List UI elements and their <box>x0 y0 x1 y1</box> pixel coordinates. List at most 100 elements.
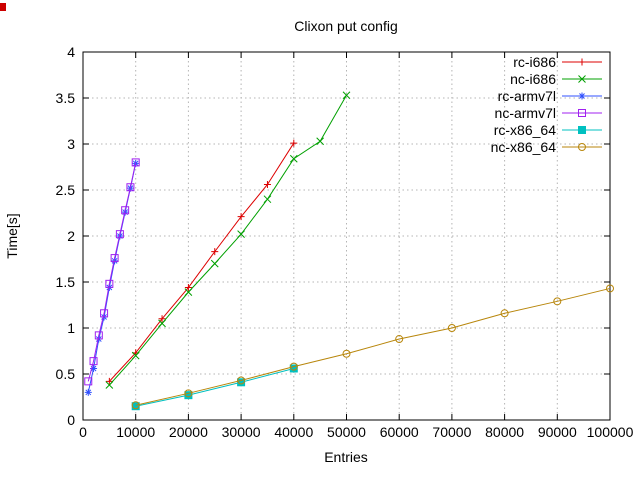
marker-rect <box>121 206 130 215</box>
y-tick-label: 2 <box>67 228 75 244</box>
series-nc-x86_64 <box>131 284 614 410</box>
marker-square-open <box>121 206 130 215</box>
marker-circle <box>131 401 140 410</box>
marker-path <box>263 180 271 188</box>
y-tick-label: 1.5 <box>56 274 76 290</box>
marker-circle-open <box>184 389 193 398</box>
series-nc-armv7l <box>84 158 140 386</box>
marker-path <box>184 288 193 296</box>
x-tick-label: 40000 <box>274 424 313 440</box>
legend-item-nc-i686: nc-i686 <box>510 71 602 87</box>
marker-asterisk <box>90 364 98 372</box>
plot-area: 0 10000 20000 30000 40000 50000 60000 70000 8000… <box>56 44 634 440</box>
marker-path <box>111 257 119 265</box>
series-rc-i686 <box>105 139 298 385</box>
marker-path <box>184 284 192 292</box>
marker-circle <box>553 297 562 306</box>
marker-rect <box>89 357 98 366</box>
y-tick-label: 2.5 <box>56 182 76 198</box>
marker-square-open <box>89 357 98 366</box>
x-axis-label: Entries <box>324 449 368 465</box>
marker-path <box>105 381 114 389</box>
marker-cross <box>289 154 298 163</box>
marker-path <box>316 137 325 146</box>
series-line-nc-x86_64 <box>135 287 611 406</box>
marker-circle-open <box>237 376 246 385</box>
marker-path <box>105 377 113 385</box>
x-tick-label: 0 <box>79 424 87 440</box>
marker-cross <box>184 288 193 296</box>
marker-cross <box>210 259 219 268</box>
marker-plus <box>158 315 166 323</box>
x-tick-label: 30000 <box>222 424 261 440</box>
marker-square-open <box>105 279 114 288</box>
x-tick-label: 10000 <box>116 424 155 440</box>
legend-item-rc-i686: rc-i686 <box>513 54 602 70</box>
marker-plus <box>237 213 245 221</box>
marker-cross <box>158 319 166 328</box>
marker-circle-open <box>131 401 140 410</box>
marker-path <box>263 195 272 204</box>
marker-square-open <box>131 158 140 167</box>
marker-path <box>578 58 586 66</box>
marker-plus <box>578 58 586 66</box>
legend-label: nc-x86_64 <box>491 139 557 155</box>
marker-asterisk <box>578 92 586 100</box>
marker-asterisk <box>111 257 119 265</box>
marker-path <box>237 213 245 221</box>
marker-circle <box>237 376 246 385</box>
legend-label: rc-i686 <box>513 54 556 70</box>
marker-plus <box>290 139 298 147</box>
x-tick-label: 70000 <box>432 424 471 440</box>
marker-path <box>290 139 298 147</box>
marker-plus <box>105 377 113 385</box>
marker-cross <box>263 195 272 204</box>
legend-item-nc-x86_64: nc-x86_64 <box>491 139 602 155</box>
y-tick-label: 3 <box>67 136 75 152</box>
marker-rect <box>131 158 140 167</box>
marker-square-open <box>126 183 135 192</box>
marker-cross <box>237 230 245 239</box>
marker-circle <box>342 349 351 358</box>
marker-path <box>158 315 166 323</box>
marker-square-open <box>94 331 103 340</box>
legend-label: nc-armv7l <box>495 105 556 121</box>
marker-plus <box>211 248 219 256</box>
marker-circle <box>184 389 193 398</box>
marker-circle-open <box>395 335 404 344</box>
marker-circle <box>395 335 404 344</box>
marker-circle-open <box>606 284 614 293</box>
marker-plus <box>184 284 192 292</box>
y-tick-label: 3.5 <box>56 90 76 106</box>
marker-rect <box>100 309 109 318</box>
marker-rect <box>110 254 119 263</box>
marker-path <box>210 259 219 268</box>
marker-asterisk <box>84 388 92 396</box>
marker-cross <box>105 381 114 389</box>
marker-path <box>158 319 166 328</box>
legend-item-rc-armv7l: rc-armv7l <box>498 88 602 104</box>
marker-path <box>578 92 586 100</box>
series-line-nc-i686 <box>108 94 347 386</box>
marker-path <box>84 388 92 396</box>
legend-item-rc-x86_64: rc-x86_64 <box>494 122 602 138</box>
marker-square-open <box>578 109 586 117</box>
marker-circle <box>447 324 456 332</box>
marker-circle-open <box>342 349 351 358</box>
chart-title: Clixon put config <box>294 18 398 34</box>
marker-path <box>342 91 351 100</box>
marker-square-open <box>110 254 119 263</box>
marker-square-open <box>115 230 124 239</box>
marker-cross <box>578 75 586 83</box>
marker-square-filled <box>578 126 586 134</box>
marker-cross <box>316 137 325 146</box>
x-tick-label: 90000 <box>538 424 577 440</box>
marker-rect <box>105 279 114 288</box>
marker-rect <box>126 183 135 192</box>
marker-circle-open <box>289 362 298 371</box>
legend-item-nc-armv7l: nc-armv7l <box>495 105 602 121</box>
legend-label: rc-armv7l <box>498 88 556 104</box>
marker-cross <box>342 91 351 100</box>
marker-rect <box>115 230 124 239</box>
